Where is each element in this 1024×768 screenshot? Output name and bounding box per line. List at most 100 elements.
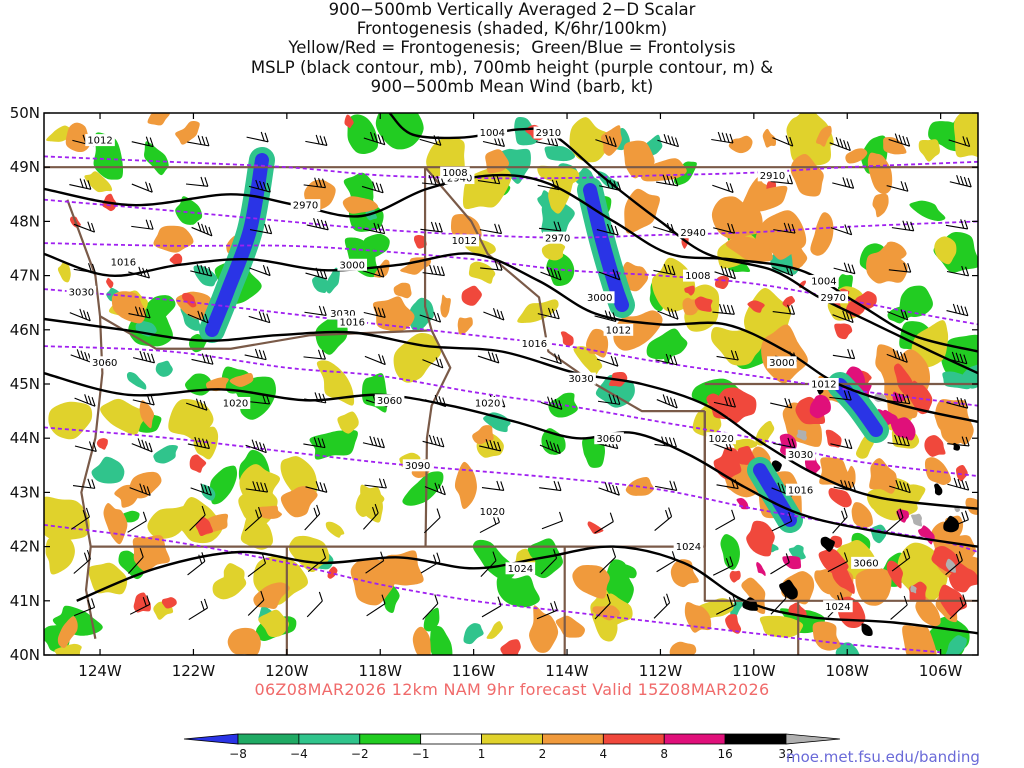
wind-barb xyxy=(481,480,505,491)
source-url[interactable]: moe.met.fsu.edu/banding xyxy=(786,748,980,766)
height-contour-label-bg xyxy=(290,199,321,212)
frontogenesis-patch xyxy=(468,261,496,284)
colorbar-label: −2 xyxy=(351,747,369,761)
title-line-4: MSLP (black contour, mb), 700mb height (… xyxy=(250,57,774,77)
wind-barb xyxy=(73,598,96,617)
frontogenesis-band xyxy=(736,446,756,465)
frontogenesis-band xyxy=(948,562,978,593)
frontogenesis-patch xyxy=(412,626,431,655)
height-contour-label: 3030 xyxy=(788,450,813,461)
wind-barb xyxy=(539,439,561,454)
wind-barb xyxy=(713,223,736,234)
height-contour-label-bg xyxy=(374,394,405,407)
wind-barb xyxy=(422,264,445,277)
frontolysis-patch xyxy=(126,371,147,390)
title-line-5: 900−500mb Mean Wind (barb, kt) xyxy=(370,76,654,96)
height-contour-label-bg xyxy=(402,459,433,472)
frontogenesis-patch xyxy=(572,564,610,599)
frontogenesis-patch xyxy=(393,282,412,299)
frontogenesis-patch xyxy=(182,292,197,308)
height-contour-label-bg xyxy=(851,556,881,569)
frontolysis-patch xyxy=(483,412,511,433)
wind-barb xyxy=(185,176,209,187)
frontogenesis-patch xyxy=(360,484,383,523)
wind-barb xyxy=(477,173,501,185)
frontogenesis-patch xyxy=(555,615,585,638)
wind-barb xyxy=(363,306,386,318)
frontogenesis-patch xyxy=(65,122,91,153)
frontogenesis-band xyxy=(851,502,873,529)
wind-barb xyxy=(949,594,967,620)
mslp-contour-label-bg xyxy=(85,134,115,147)
lat-tick-label: 41N xyxy=(10,592,40,610)
frontolysis-patch xyxy=(210,465,238,505)
frontogenesis-patch xyxy=(414,234,427,249)
frontogenesis-core xyxy=(911,513,923,527)
height-contour-label-bg xyxy=(678,226,708,239)
wind-barb xyxy=(363,222,386,235)
wind-barb xyxy=(187,552,206,576)
oregon-idaho-border xyxy=(424,329,452,547)
frontolysis-patch xyxy=(325,267,340,294)
frontogenesis-patch xyxy=(84,171,113,193)
wind-barb xyxy=(540,266,562,281)
frontogenesis-band xyxy=(809,394,831,419)
lon-tick-label: 106W xyxy=(919,662,963,680)
frontogenesis-band xyxy=(935,399,974,445)
colorbar-label: 8 xyxy=(660,747,668,761)
frontogenesis-core xyxy=(779,579,798,600)
frontogenesis-patch xyxy=(669,641,697,655)
frontogenesis-patch xyxy=(400,257,432,275)
frontolysis-patch xyxy=(835,642,860,655)
frontogenesis-patch xyxy=(169,253,183,266)
wind-barb xyxy=(540,396,563,410)
frontogenesis-patch xyxy=(711,326,762,366)
mslp-contour-label: 1024 xyxy=(508,564,533,575)
wind-barb xyxy=(483,307,505,321)
wind-barb xyxy=(127,511,147,533)
frontogenesis-patch xyxy=(372,296,415,331)
colorbar-segment xyxy=(785,733,841,745)
wind-barb xyxy=(72,478,96,489)
frontogenesis-patch xyxy=(747,300,765,313)
frontogenesis-band xyxy=(761,324,808,384)
wind-barb xyxy=(74,441,97,452)
wind-barb xyxy=(131,438,153,453)
frontogenesis-patch xyxy=(280,486,318,518)
wind-barb xyxy=(772,304,796,315)
lat-tick-label: 47N xyxy=(10,267,40,285)
frontolysis-patch xyxy=(646,328,688,360)
wind-barb xyxy=(716,350,739,361)
mslp-contour-label: 1008 xyxy=(442,168,467,179)
wind-barb xyxy=(537,307,560,320)
frontogenesis-patch xyxy=(175,120,200,145)
wind-barb xyxy=(420,552,441,574)
wind-barb xyxy=(770,553,790,575)
wind-barb xyxy=(248,179,271,193)
lon-tick-label: 112W xyxy=(639,662,683,680)
lon-tick-label: 114W xyxy=(545,662,589,680)
wind-barb xyxy=(249,223,273,235)
frontolysis-patch xyxy=(312,275,329,293)
height-contour-label: 2970 xyxy=(821,293,846,304)
wind-barb xyxy=(948,136,971,147)
frontogenesis-patch xyxy=(569,117,614,163)
colorbar-label: 16 xyxy=(717,747,732,761)
wind-barb xyxy=(657,307,679,320)
wind-barb xyxy=(832,310,854,323)
frontogenesis-band xyxy=(831,567,855,594)
wind-barb xyxy=(249,265,271,277)
frontolysis-patch xyxy=(730,598,743,619)
wind-barb xyxy=(771,512,793,532)
frontogenesis-band xyxy=(713,447,742,480)
frontogenesis-band xyxy=(890,417,916,441)
wind-barb xyxy=(886,348,908,363)
height-contour-label: 3030 xyxy=(69,287,94,298)
frontolysis-patch xyxy=(472,539,516,581)
wind-barb xyxy=(363,131,386,146)
colorbar-label: −4 xyxy=(290,747,308,761)
frontogenesis-band xyxy=(741,577,766,614)
wind-barb xyxy=(191,353,214,365)
frontogenesis-patch xyxy=(106,277,114,289)
colorbar-segment xyxy=(724,733,787,745)
